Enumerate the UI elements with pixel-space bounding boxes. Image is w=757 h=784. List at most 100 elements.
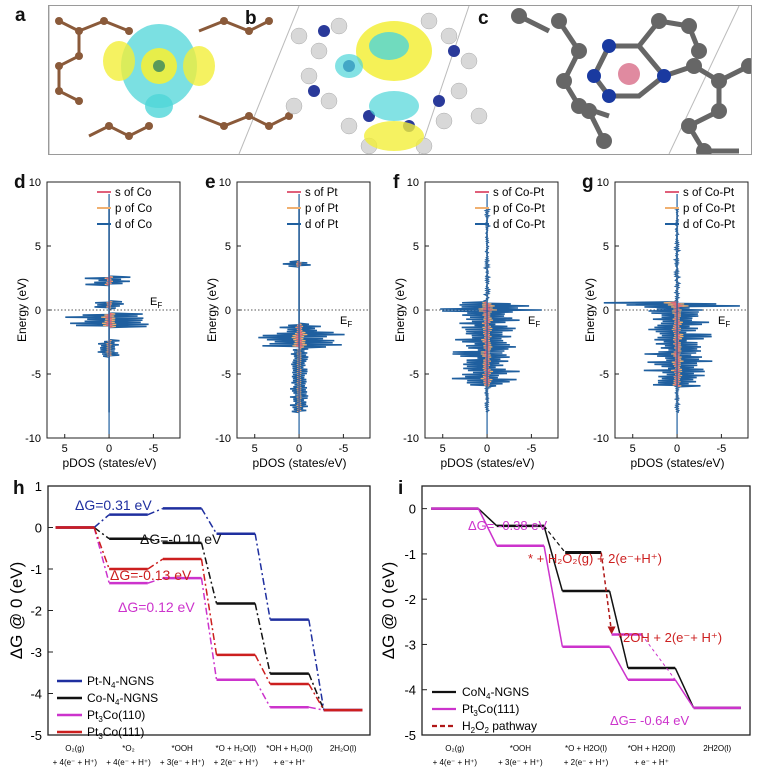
step-sublabel: + 4(e⁻ + H⁺) [106, 758, 151, 767]
energy-connector [147, 537, 164, 544]
energy-connector [200, 558, 218, 656]
pdos-xtick-label: 0 [296, 443, 302, 455]
y-tick-label: 1 [35, 479, 42, 494]
y-axis-label: ΔG @ 0 (eV) [7, 562, 26, 660]
energy-connector [254, 533, 271, 620]
step-label: O₂(g) [65, 744, 84, 753]
delta-g-annotation: ΔG= -0.38 eV [468, 518, 547, 533]
pdos-ytick-label: -5 [409, 369, 419, 381]
legend-label: H2O2 pathway [462, 719, 537, 735]
pdos-ytick-label: 5 [225, 241, 231, 253]
y-tick-label: -2 [30, 604, 42, 619]
pdos-xtick-label: -5 [149, 443, 159, 455]
energy-connector [308, 619, 325, 711]
energy-connector [147, 507, 164, 516]
energy-connector [308, 706, 324, 711]
structure-image-strip [48, 5, 752, 155]
step-sublabel: + 4(e⁻ + H⁺) [53, 758, 98, 767]
pdos-legend-label: s of Co-Pt [683, 187, 735, 199]
slab-border-b [418, 6, 470, 154]
free-energy-chart-h: 1 0 -1 -2 -3 -4 -5 ΔG @ 0 (eV) O₂(g) + 4(e⁻ + H⁺)… [7, 479, 371, 767]
energy-connector [254, 603, 271, 674]
pdos-legend-label: p of Co-Pt [493, 203, 546, 215]
delta-g-annotation: ΔG=-0.10 eV [140, 531, 222, 547]
pdos-ytick-label: -10 [593, 433, 609, 445]
slab-border-c [668, 6, 740, 154]
step-sublabel: + 2(e⁻ + H⁺) [564, 758, 609, 767]
panel-letter-i: i [398, 478, 404, 499]
pdos-xtick-label: 5 [630, 443, 636, 455]
pdos-ytick-label: 5 [413, 241, 419, 253]
pdos-xtick-label: -5 [717, 443, 727, 455]
y-tick-label: -3 [30, 645, 42, 660]
pdos-xlabel: pDOS (states/eV) [252, 456, 346, 470]
step-sublabel: + 3(e⁻ + H⁺) [498, 758, 543, 767]
panel-letter-e: e [205, 172, 216, 193]
fermi-label: EF [528, 315, 540, 329]
delta-g-annotation: *2OH + 2(e⁻+ H⁺) [618, 630, 722, 645]
step-label: *O₂ [122, 744, 134, 753]
delta-g-annotation: ΔG= -0.64 eV [610, 713, 689, 728]
pdos-legend-label: p of Pt [305, 203, 339, 215]
free-energy-chart-i: 0 -1 -2 -3 -4 -5 ΔG @ 0 (eV) O₂(g) + 4(e⁻ + H⁺) *… [380, 485, 751, 767]
energy-connector [674, 679, 695, 709]
energy-connector [608, 590, 629, 669]
pdos-legend-label: d of Co-Pt [683, 219, 736, 231]
panel-letter-g: g [582, 172, 594, 193]
step-label: *OOH [171, 744, 193, 753]
step-label: *OOH [510, 744, 532, 753]
y-tick-label: -4 [404, 683, 416, 698]
y-tick-label: -5 [404, 728, 416, 743]
y-tick-label: 0 [35, 521, 42, 536]
energy-connector [200, 508, 218, 535]
energy-connector [308, 673, 325, 711]
fermi-label: EF [340, 315, 352, 329]
y-tick-label: -3 [404, 637, 416, 652]
energy-connector [93, 527, 110, 570]
pdos-xtick-label: -5 [339, 443, 349, 455]
pdos-ytick-label: 0 [35, 305, 41, 317]
energy-connector [147, 577, 164, 584]
pdos-ytick-label: 0 [225, 305, 231, 317]
legend-label: Pt3Co(111) [87, 725, 144, 741]
pdos-ylabel: Energy (eV) [205, 278, 219, 342]
pdos-ytick-label: -5 [31, 369, 41, 381]
pdos-legend-label: s of Co-Pt [493, 187, 545, 199]
step-sublabel: + 3(e⁻ + H⁺) [160, 758, 205, 767]
energy-connector [93, 526, 110, 540]
panel-letter-c: c [478, 8, 489, 29]
legend-label: Pt-N4-NGNS [87, 674, 154, 690]
pdos-legend-label: p of Co-Pt [683, 203, 736, 215]
fermi-label: EF [150, 296, 162, 310]
delta-g-annotation: ΔG=-0.13 eV [110, 567, 192, 583]
energy-connector [200, 542, 218, 604]
pdos-ytick-label: -10 [25, 433, 41, 445]
step-label: *O + H₂O(l) [215, 744, 256, 753]
pdos-legend-label: p of Co [115, 203, 152, 215]
energy-connector [254, 679, 271, 708]
legend-label: Co-N4-NGNS [87, 691, 158, 707]
pdos-xtick-label: 0 [674, 443, 680, 455]
pdos-ylabel: Energy (eV) [583, 278, 597, 342]
pdos-ylabel: Energy (eV) [393, 278, 407, 342]
pdos-xlabel: pDOS (states/eV) [630, 456, 724, 470]
slab-border-a [238, 6, 300, 154]
panel-a-structure [55, 17, 293, 140]
energy-connector [477, 508, 498, 527]
legend-label: Pt3Co(111) [462, 702, 519, 718]
pdos-ytick-label: 0 [413, 305, 419, 317]
y-tick-label: -1 [404, 547, 416, 562]
step-label: 2H₂O(l) [330, 744, 357, 753]
pdos-xlabel: pDOS (states/eV) [440, 456, 534, 470]
legend-label: CoN4-NGNS [462, 685, 529, 701]
y-tick-label: -5 [30, 728, 42, 743]
delta-g-annotation: ΔG=0.31 eV [75, 497, 152, 513]
energy-connector [543, 545, 564, 647]
h2o2-pathway-connector [543, 525, 566, 553]
legend-label: Pt3Co(110) [87, 708, 145, 724]
pdos-ytick-label: 5 [35, 241, 41, 253]
